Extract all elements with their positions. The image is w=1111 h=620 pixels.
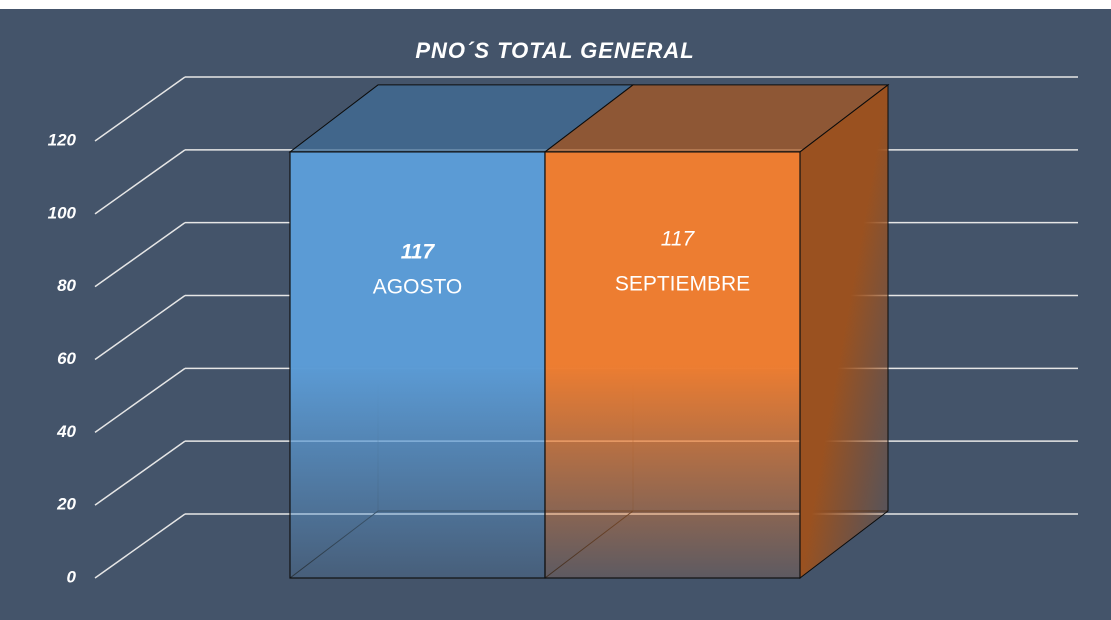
y-tick-label: 60 <box>57 349 76 368</box>
y-tick-label: 40 <box>56 422 76 441</box>
grid-line <box>94 367 186 433</box>
y-tick-label: 0 <box>67 567 77 586</box>
chart-title: PNO´S TOTAL GENERAL <box>415 38 694 63</box>
grid-line <box>94 149 186 215</box>
value-label: 117 <box>661 227 696 250</box>
grid-line <box>94 222 186 288</box>
y-tick-label: 80 <box>57 276 76 295</box>
y-tick-label: 100 <box>48 203 77 222</box>
y-tick-label: 120 <box>48 130 77 149</box>
category-label: AGOSTO <box>373 275 462 298</box>
grid-line <box>94 76 186 142</box>
grid-line <box>94 440 186 506</box>
grid-line <box>94 513 186 579</box>
grid-line <box>94 294 186 361</box>
category-label: SEPTIEMBRE <box>615 272 750 295</box>
bar <box>289 151 546 579</box>
y-tick-label: 20 <box>56 495 76 514</box>
bar-side <box>799 83 889 580</box>
value-label: 117 <box>401 240 436 263</box>
bar <box>544 151 801 579</box>
